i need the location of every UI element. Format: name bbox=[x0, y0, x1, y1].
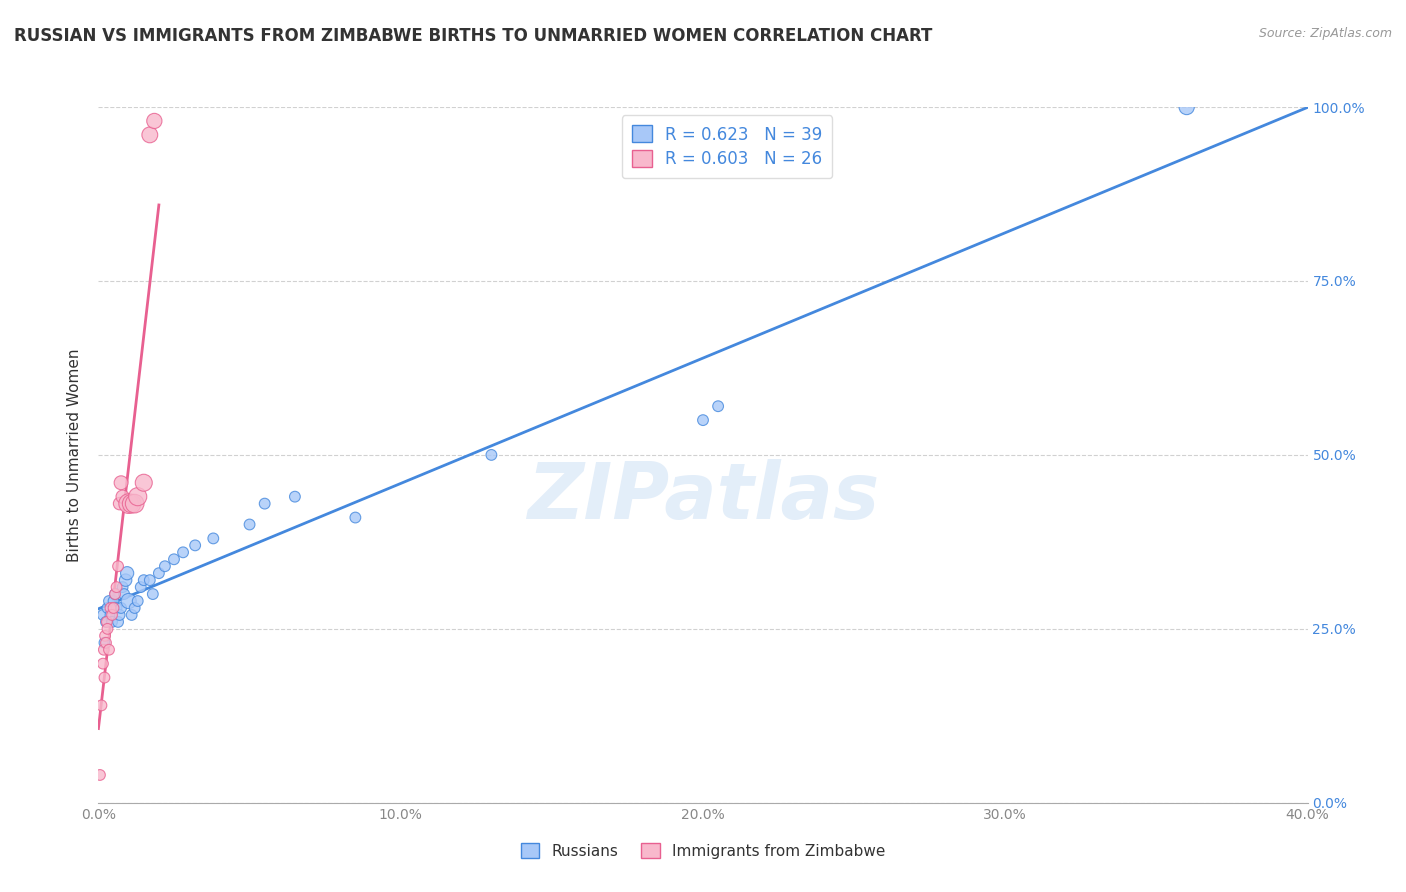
Point bbox=[107, 559, 129, 574]
Point bbox=[104, 587, 127, 601]
Point bbox=[132, 475, 155, 490]
Point bbox=[94, 629, 117, 643]
Point bbox=[91, 657, 114, 671]
Point bbox=[93, 642, 115, 657]
Point bbox=[344, 510, 367, 524]
Point bbox=[105, 601, 128, 615]
Point bbox=[112, 587, 135, 601]
Point bbox=[127, 490, 149, 504]
Point bbox=[93, 636, 115, 650]
Point bbox=[110, 475, 132, 490]
Point bbox=[129, 580, 152, 594]
Point bbox=[118, 497, 141, 511]
Point bbox=[163, 552, 186, 566]
Point bbox=[114, 573, 136, 587]
Point bbox=[707, 399, 730, 413]
Point bbox=[184, 538, 207, 552]
Point bbox=[111, 580, 134, 594]
Point bbox=[1175, 100, 1198, 114]
Point bbox=[132, 573, 155, 587]
Point bbox=[94, 636, 117, 650]
Point bbox=[89, 768, 111, 782]
Text: ZIPatlas: ZIPatlas bbox=[527, 458, 879, 534]
Point bbox=[118, 594, 141, 608]
Point bbox=[103, 601, 125, 615]
Point bbox=[98, 642, 121, 657]
Point bbox=[96, 601, 118, 615]
Point bbox=[172, 545, 194, 559]
Point bbox=[127, 594, 149, 608]
Point bbox=[139, 128, 162, 142]
Point bbox=[124, 601, 146, 615]
Point bbox=[91, 607, 114, 622]
Point bbox=[111, 490, 134, 504]
Point bbox=[239, 517, 262, 532]
Point bbox=[284, 490, 307, 504]
Point bbox=[98, 594, 121, 608]
Point bbox=[94, 615, 117, 629]
Point bbox=[110, 601, 132, 615]
Point bbox=[105, 580, 128, 594]
Point bbox=[108, 497, 131, 511]
Point bbox=[142, 587, 165, 601]
Text: Source: ZipAtlas.com: Source: ZipAtlas.com bbox=[1258, 27, 1392, 40]
Point bbox=[108, 607, 131, 622]
Point bbox=[153, 559, 176, 574]
Point bbox=[143, 114, 166, 128]
Point bbox=[101, 615, 124, 629]
Y-axis label: Births to Unmarried Women: Births to Unmarried Women bbox=[67, 348, 83, 562]
Point bbox=[692, 413, 714, 427]
Point bbox=[100, 607, 122, 622]
Point bbox=[104, 587, 127, 601]
Point bbox=[93, 671, 115, 685]
Point bbox=[96, 615, 118, 629]
Point bbox=[124, 497, 146, 511]
Point bbox=[139, 573, 162, 587]
Point bbox=[115, 566, 138, 581]
Point bbox=[253, 497, 276, 511]
Point bbox=[96, 622, 118, 636]
Point bbox=[148, 566, 170, 581]
Point bbox=[121, 497, 143, 511]
Point bbox=[481, 448, 503, 462]
Text: RUSSIAN VS IMMIGRANTS FROM ZIMBABWE BIRTHS TO UNMARRIED WOMEN CORRELATION CHART: RUSSIAN VS IMMIGRANTS FROM ZIMBABWE BIRT… bbox=[14, 27, 932, 45]
Point bbox=[202, 532, 225, 546]
Legend: Russians, Immigrants from Zimbabwe: Russians, Immigrants from Zimbabwe bbox=[515, 837, 891, 864]
Point bbox=[100, 601, 122, 615]
Point bbox=[103, 594, 125, 608]
Point bbox=[107, 615, 129, 629]
Point bbox=[101, 607, 124, 622]
Point bbox=[90, 698, 112, 713]
Point bbox=[121, 607, 143, 622]
